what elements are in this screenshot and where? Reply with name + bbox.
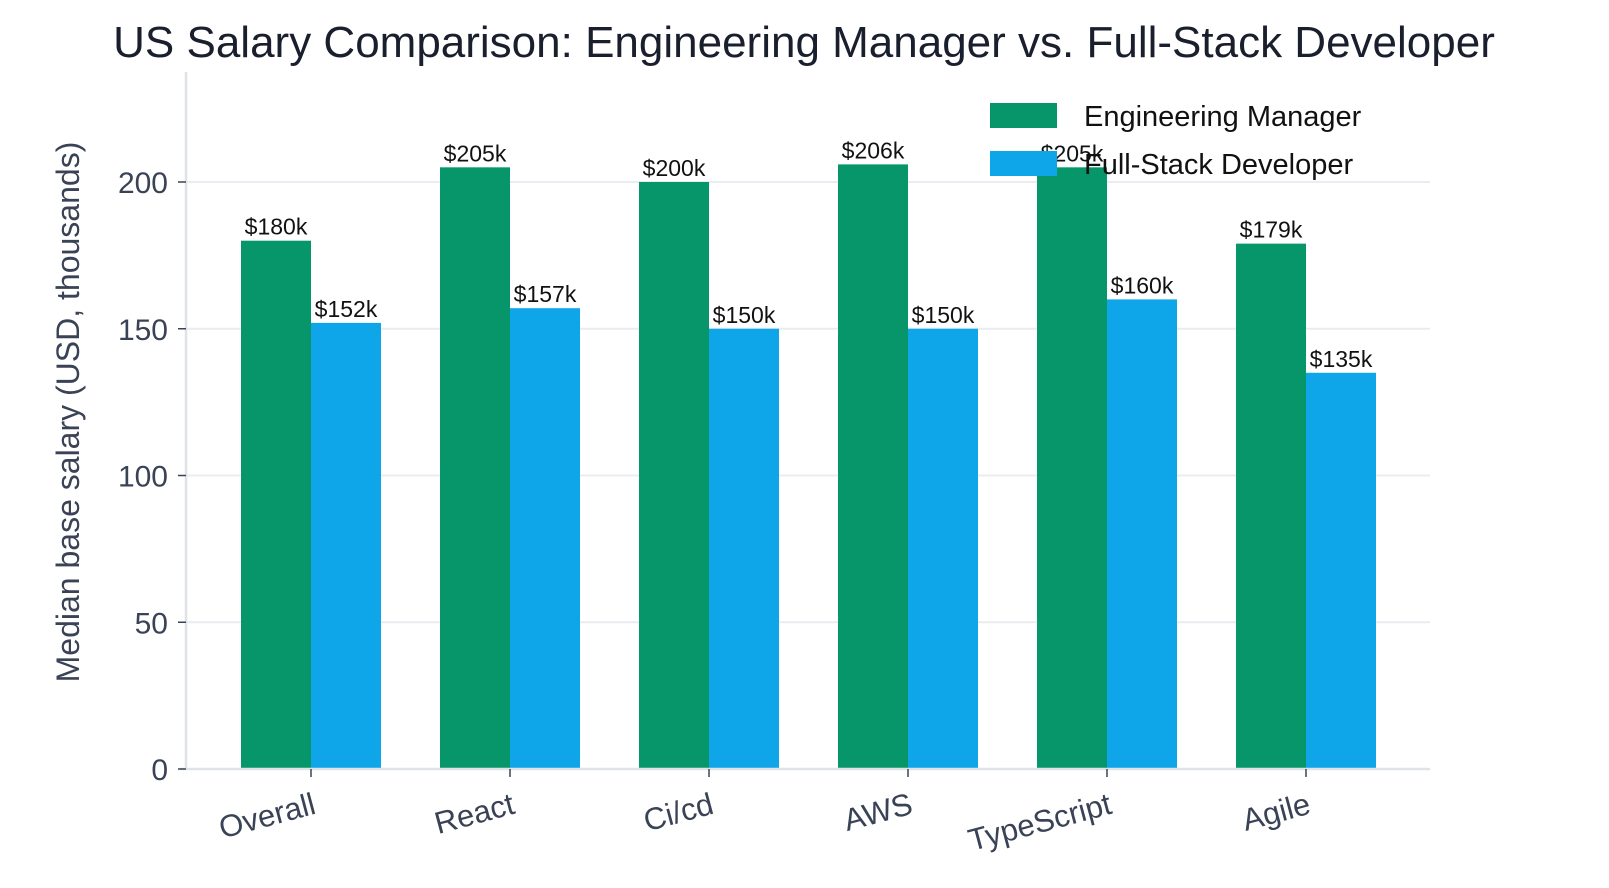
bar-value-label: $150k (713, 302, 776, 328)
y-tick-label: 50 (135, 607, 168, 640)
bar-engineering-manager (838, 164, 908, 769)
bar-value-label: $205k (444, 140, 507, 166)
gridlines (186, 181, 1430, 624)
bar-full-stack-developer (510, 308, 580, 769)
bars (241, 164, 1376, 769)
legend: Engineering Manager Full-Stack Developer (990, 101, 1362, 181)
bar-value-label: $152k (315, 296, 378, 322)
bar-full-stack-developer (311, 322, 381, 769)
bar-value-label: $180k (245, 214, 308, 240)
x-tick-label: TypeScript (965, 786, 1116, 858)
x-tick-label: Overall (215, 786, 319, 845)
bar-full-stack-developer (709, 328, 779, 769)
y-tick-label: 150 (118, 314, 168, 347)
bar-engineering-manager (1037, 167, 1107, 769)
bar-full-stack-developer (1107, 299, 1177, 769)
x-tick-label: Ci/cd (640, 786, 717, 838)
bar-value-label: $157k (514, 281, 577, 307)
x-tick-label: Agile (1238, 786, 1314, 838)
x-tick-label: AWS (840, 786, 916, 838)
bar-value-label: $135k (1310, 346, 1373, 372)
chart-title: US Salary Comparison: Engineering Manage… (113, 18, 1495, 67)
legend-label: Engineering Manager (1084, 101, 1362, 133)
y-tick-label: 0 (151, 754, 168, 787)
bar-engineering-manager (241, 240, 311, 769)
bar-value-label: $179k (1240, 217, 1303, 243)
legend-label: Full-Stack Developer (1084, 149, 1353, 181)
legend-swatch (990, 151, 1057, 176)
y-tick-label: 200 (118, 167, 168, 200)
x-tick-label: React (431, 786, 519, 841)
bar-full-stack-developer (908, 328, 978, 769)
bar-engineering-manager (440, 167, 510, 769)
bar-value-label: $200k (643, 155, 706, 181)
legend-swatch (990, 103, 1057, 128)
bar-full-stack-developer (1306, 372, 1376, 769)
y-tick-label: 100 (118, 461, 168, 494)
bar-value-label: $160k (1111, 272, 1174, 298)
bar-value-label: $150k (912, 302, 975, 328)
value-labels: $180k $152k $205k $157k $200k $150k $206k $150k… (245, 137, 1373, 371)
bar-engineering-manager (639, 182, 709, 769)
bar-value-label: $206k (842, 137, 905, 163)
y-axis-label: Median base salary (USD, thousands) (50, 142, 86, 683)
bar-engineering-manager (1236, 243, 1306, 769)
